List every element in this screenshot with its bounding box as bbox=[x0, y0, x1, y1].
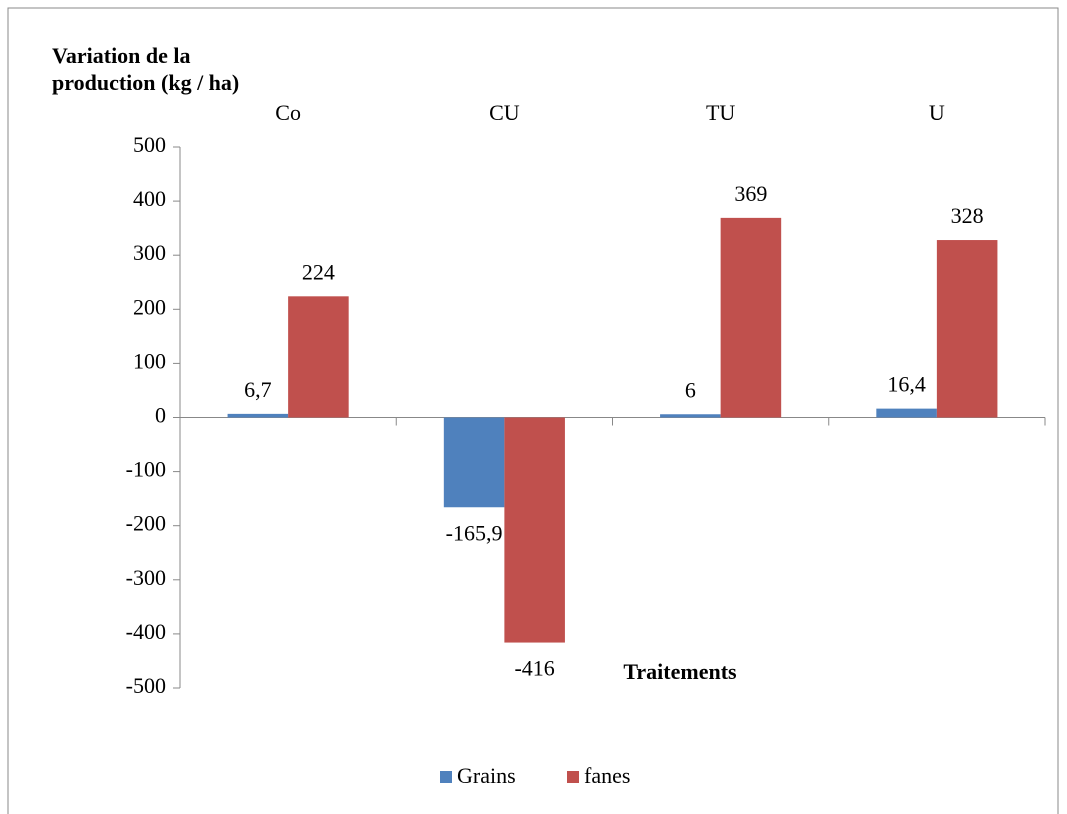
data-label: 6 bbox=[685, 377, 696, 402]
data-label: -165,9 bbox=[446, 520, 503, 545]
bar bbox=[720, 217, 782, 418]
y-tick-label: -300 bbox=[126, 565, 166, 590]
y-tick-label: -500 bbox=[126, 673, 166, 698]
bar bbox=[227, 413, 289, 418]
legend-label: fanes bbox=[584, 763, 630, 788]
y-tick-label: 300 bbox=[133, 240, 166, 265]
legend-swatch bbox=[567, 771, 579, 783]
chart-border bbox=[7, 7, 1059, 814]
data-label: 6,7 bbox=[244, 377, 272, 402]
bar bbox=[936, 240, 998, 418]
y-tick-label: -100 bbox=[126, 457, 166, 482]
legend-label: Grains bbox=[457, 763, 516, 788]
y-tick-label: 0 bbox=[155, 403, 166, 428]
bar bbox=[660, 414, 721, 418]
data-label: 16,4 bbox=[887, 372, 926, 397]
x-tick-label: Co bbox=[275, 100, 301, 125]
x-tick-label: TU bbox=[706, 100, 735, 125]
x-axis-title: Traitements bbox=[623, 659, 737, 684]
bar bbox=[443, 417, 505, 508]
x-tick-label: U bbox=[929, 100, 945, 125]
x-tick-label: CU bbox=[489, 100, 520, 125]
data-label: 328 bbox=[951, 203, 984, 228]
bar bbox=[288, 296, 349, 418]
data-label: -416 bbox=[514, 656, 554, 681]
y-tick-label: 400 bbox=[133, 186, 166, 211]
bar bbox=[876, 408, 937, 418]
y-tick-label: -400 bbox=[126, 619, 166, 644]
y-tick-label: -200 bbox=[126, 511, 166, 536]
y-tick-label: 200 bbox=[133, 294, 166, 319]
y-tick-label: 500 bbox=[133, 132, 166, 157]
bar bbox=[504, 417, 565, 643]
data-label: 224 bbox=[302, 259, 335, 284]
data-label: 369 bbox=[734, 181, 767, 206]
y-tick-label: 100 bbox=[133, 348, 166, 373]
y-axis-title: Variation de la production (kg / ha) bbox=[52, 43, 240, 95]
legend-swatch bbox=[440, 771, 452, 783]
